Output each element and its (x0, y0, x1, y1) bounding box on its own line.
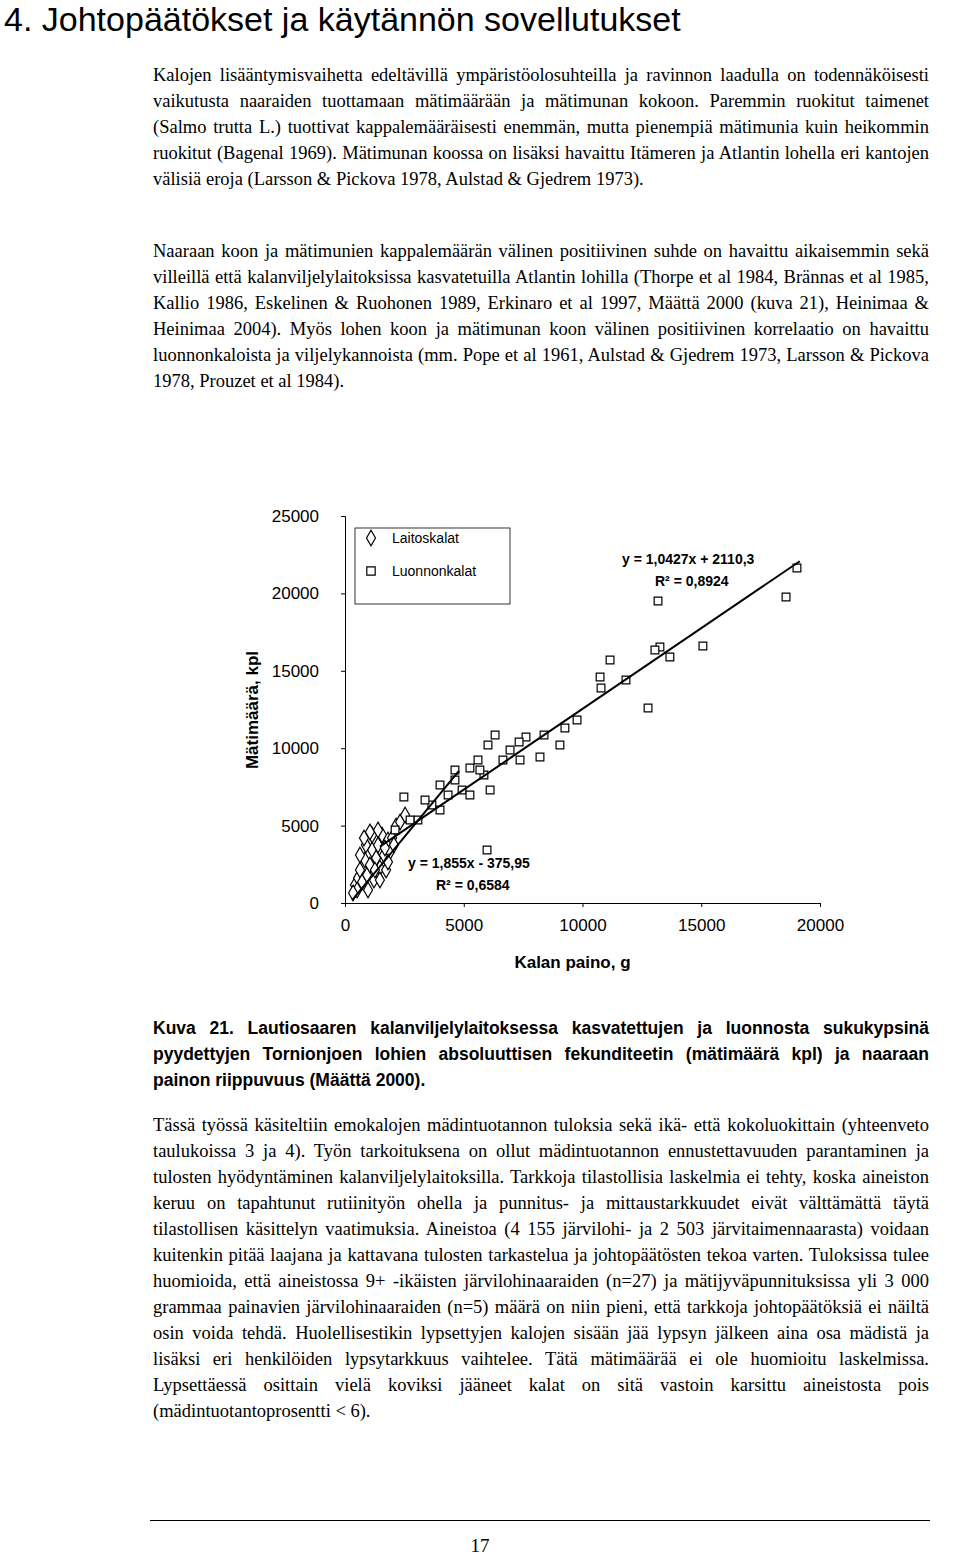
point (374, 822, 383, 838)
x-axis-title: Kalan paino, g (514, 953, 630, 972)
x-tick-mark (701, 903, 702, 907)
x-tick: 5000 (445, 903, 483, 935)
page-number: 17 (0, 1535, 960, 1557)
point (654, 597, 662, 605)
point (536, 753, 544, 761)
point (360, 830, 369, 846)
y-tick: 25000 (272, 507, 345, 526)
legend: Laitoskalat Luonnonkalat (355, 528, 510, 604)
x-tick-label: 10000 (559, 916, 606, 935)
annotation: R² = 0,6584 (436, 877, 510, 893)
point (561, 724, 569, 732)
point (486, 786, 494, 794)
point (515, 738, 523, 746)
y-tick-label: 20000 (272, 584, 319, 603)
point (400, 793, 408, 801)
point (474, 756, 482, 764)
x-tick: 10000 (559, 903, 606, 935)
x-tick: 15000 (678, 903, 725, 935)
annotation: y = 1,855x - 375,95 (408, 855, 530, 871)
point (651, 646, 659, 654)
point (375, 872, 384, 888)
y-tick-label: 10000 (272, 739, 319, 758)
y-tick: 10000 (272, 739, 345, 758)
caption: Kuva 21. Lautiosaaren kalanviljelylaitok… (153, 1015, 929, 1093)
x-tick-label: 20000 (797, 916, 844, 935)
y-tick-label: 15000 (272, 662, 319, 681)
legend-label: Laitoskalat (392, 530, 459, 546)
point (699, 642, 707, 650)
point (506, 746, 514, 754)
point (516, 756, 524, 764)
x-axis-line (346, 904, 821, 908)
point (666, 653, 674, 661)
paragraph: Tässä työssä käsiteltiin emokalojen mädi… (153, 1112, 929, 1424)
point (436, 781, 444, 789)
paragraph: Naaraan koon ja mätimunien kappalemäärän… (153, 238, 929, 394)
point (466, 764, 474, 772)
plot-area (349, 561, 801, 901)
y-axis: 0 5000 10000 15000 20000 25000 (272, 507, 346, 913)
x-tick-mark (820, 903, 821, 907)
x-tick-mark (583, 903, 584, 907)
point (466, 791, 474, 799)
y-tick: 20000 (272, 584, 345, 603)
y-axis-line (341, 517, 346, 904)
point (483, 846, 491, 854)
legend-symbol (367, 530, 376, 546)
y-tick-mark (341, 826, 345, 827)
chart: 0 5000 10000 15000 20000 0 5000 10000 15000 20000… (0, 490, 960, 990)
y-tick-mark (341, 903, 345, 904)
x-tick: 20000 (797, 903, 844, 935)
point (391, 826, 399, 834)
y-tick-mark (341, 516, 345, 517)
series-points (349, 807, 410, 900)
legend-symbol (367, 567, 375, 575)
x-tick-label: 0 (341, 916, 350, 935)
x-tick-mark (464, 903, 465, 907)
point (597, 684, 605, 692)
y-axis-title: Mätimäärä, kpl (243, 651, 262, 769)
y-tick-mark (341, 593, 345, 594)
x-tick-label: 5000 (445, 916, 483, 935)
heading: 4. Johtopäätökset ja käytännön sovellutu… (4, 0, 681, 39)
y-tick-label: 0 (310, 894, 319, 913)
y-tick: 0 (310, 894, 345, 913)
point (355, 847, 364, 863)
point (406, 816, 414, 824)
point (421, 796, 429, 804)
paragraph: Kalojen lisääntymisvaihetta edeltävillä … (153, 62, 929, 192)
annotation: R² = 0,8924 (655, 573, 729, 589)
x-axis: 0 5000 10000 15000 20000 (341, 903, 844, 935)
footer-rule (150, 1520, 930, 1521)
x-tick: 0 (341, 903, 350, 935)
y-tick-label: 5000 (281, 817, 319, 836)
point (573, 716, 581, 724)
series-points (391, 564, 801, 854)
legend-box (355, 528, 510, 604)
point (484, 741, 492, 749)
point (606, 656, 614, 664)
point (782, 593, 790, 601)
point (596, 673, 604, 681)
point (491, 731, 499, 739)
y-tick-label: 25000 (272, 507, 319, 526)
y-tick-mark (341, 748, 345, 749)
x-tick-label: 15000 (678, 916, 725, 935)
annotation: y = 1,0427x + 2110,3 (622, 551, 755, 567)
point (556, 741, 564, 749)
point (644, 704, 652, 712)
y-tick: 5000 (281, 817, 345, 836)
y-tick: 15000 (272, 662, 345, 681)
point (476, 766, 484, 774)
legend-label: Luonnonkalat (392, 563, 476, 579)
y-tick-mark (341, 671, 345, 672)
